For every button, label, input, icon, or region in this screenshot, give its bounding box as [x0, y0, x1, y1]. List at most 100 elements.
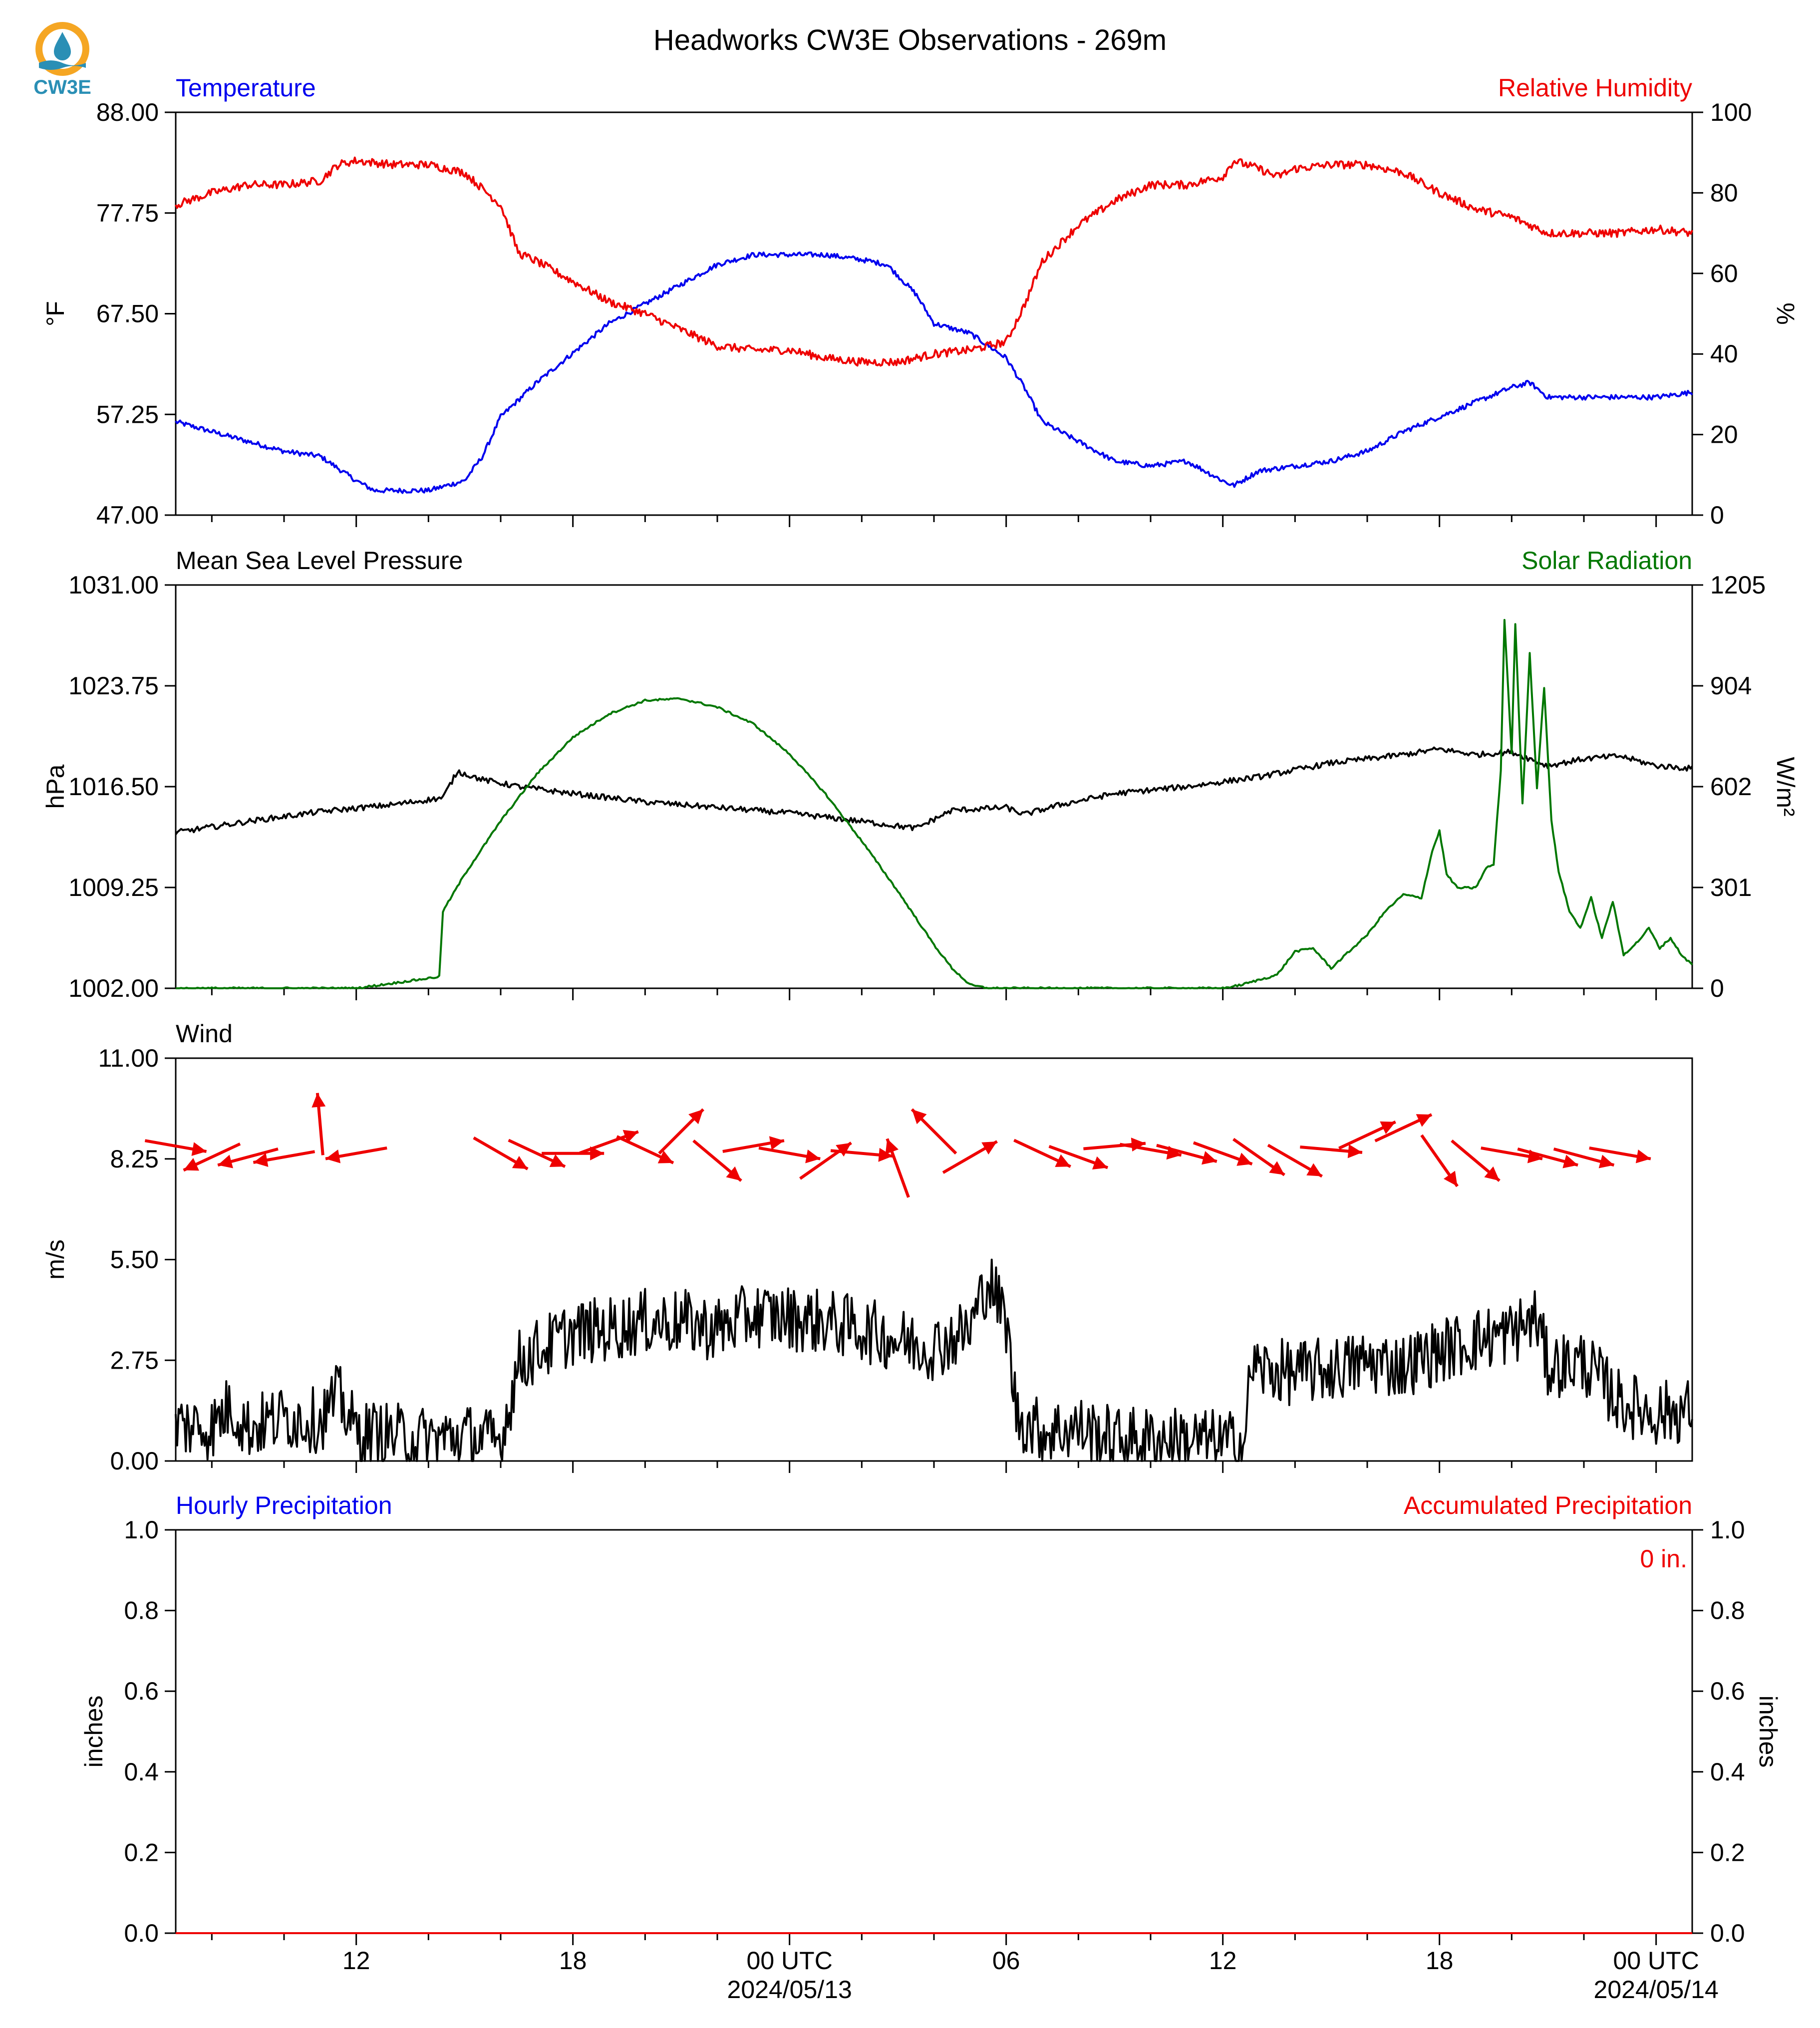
wind-arrow-head: [1484, 1166, 1500, 1181]
y-tick-label: 5.50: [110, 1246, 159, 1274]
y-right-tick-label: 0.8: [1710, 1597, 1745, 1625]
wind-arrow-head: [191, 1142, 207, 1156]
wind-arrow: [1119, 1143, 1182, 1160]
wind-arrow-head: [911, 1109, 927, 1125]
wind-arrow-head: [549, 1154, 565, 1167]
left-panel-title: Wind: [176, 1020, 233, 1048]
wind-arrow: [311, 1093, 326, 1156]
y-right-tick-label: 0.6: [1710, 1677, 1745, 1705]
x-tick-label: 12: [1209, 1947, 1237, 1975]
wind-arrow-head: [1055, 1154, 1071, 1167]
y-tick-label: 57.25: [96, 400, 159, 428]
wind-arrow-head: [1236, 1153, 1252, 1166]
y-tick-label: 0.0: [124, 1919, 159, 1947]
x-date-label: 2024/05/14: [1594, 1976, 1719, 2004]
plot-frame: [175, 1529, 1693, 1934]
x-tick-label: 18: [1426, 1947, 1454, 1975]
solar-radiation-line: [176, 619, 1693, 989]
y-tick-label: 0.00: [110, 1447, 159, 1475]
plot-frame: [175, 111, 1693, 516]
panel-temperature-humidity: Temperature Relative Humidity 47.00 57.25 67…: [41, 74, 1800, 529]
y-tick-label: 2.75: [110, 1346, 159, 1374]
wind-arrow: [658, 1108, 704, 1155]
wind-arrow: [1338, 1120, 1396, 1150]
y-tick-label: 0.2: [124, 1838, 159, 1866]
wind-arrow: [508, 1139, 566, 1168]
wind-arrow: [1267, 1144, 1323, 1178]
right-panel-title: Accumulated Precipitation: [1404, 1491, 1692, 1519]
panel-pressure-solar: Mean Sea Level Pressure Solar Radiation 10…: [41, 547, 1800, 1002]
wind-arrow: [885, 1138, 910, 1198]
wind-arrow: [758, 1146, 821, 1163]
wind-arrow-head: [1562, 1155, 1578, 1168]
plot-frame: [175, 584, 1693, 989]
wind-arrow: [1083, 1138, 1146, 1152]
wind-arrow-head: [311, 1093, 326, 1108]
y-tick-label: 1031.00: [68, 571, 159, 599]
y-right-tick-label: 1.0: [1710, 1516, 1745, 1544]
y-right-tick-label: 40: [1710, 340, 1738, 368]
wind-arrow: [1589, 1146, 1651, 1163]
wind-arrow-head: [1380, 1121, 1396, 1135]
y-tick-label: 11.00: [98, 1044, 159, 1072]
wind-arrow: [616, 1135, 674, 1164]
wind-arrow-head: [1347, 1144, 1362, 1159]
y-tick-label: 0.6: [124, 1677, 159, 1705]
wind-arrow-head: [325, 1149, 341, 1163]
wind-arrow: [830, 1148, 893, 1162]
y-right-tick-label: 0.2: [1710, 1838, 1745, 1866]
wind-arrow-head: [726, 1166, 741, 1181]
wind-arrow: [942, 1140, 998, 1174]
wind-arrow: [1300, 1144, 1363, 1159]
y-right-axis-label: %: [1772, 302, 1800, 324]
wind-arrow: [1517, 1148, 1578, 1168]
wind-arrow: [1156, 1144, 1217, 1165]
y-right-axis-label: inches: [1754, 1696, 1782, 1768]
wind-arrow: [1553, 1148, 1615, 1168]
y-right-tick-label: 20: [1710, 421, 1738, 449]
logo-wave-icon: [39, 60, 86, 70]
panel-wind: Wind 0.00 2.75 5.50 8.25 11.00 m/s: [41, 1020, 1693, 1475]
wind-arrow: [1048, 1145, 1109, 1170]
left-panel-title: Mean Sea Level Pressure: [176, 547, 463, 575]
y-tick-label: 1.0: [124, 1516, 159, 1544]
wind-arrow: [473, 1136, 529, 1170]
y-tick-label: 8.25: [110, 1145, 159, 1173]
wind-arrow: [1420, 1134, 1459, 1187]
wind-arrow: [799, 1142, 852, 1180]
wind-arrow-head: [836, 1143, 852, 1157]
y-axis-label: inches: [80, 1696, 108, 1768]
wind-arrow-head: [183, 1158, 199, 1171]
wind-arrow: [1374, 1113, 1433, 1143]
x-tick-label: 06: [992, 1947, 1020, 1975]
y-tick-label: 1009.25: [68, 873, 159, 901]
y-right-axis-label: W/m²: [1772, 757, 1800, 816]
wind-arrow: [1481, 1146, 1543, 1163]
wind-arrow-head: [688, 1109, 703, 1125]
wind-arrow-head: [253, 1153, 269, 1167]
wind-arrow-head: [1269, 1161, 1285, 1175]
wind-arrow-head: [1635, 1149, 1651, 1163]
cw3e-logo: CW3E: [33, 22, 91, 98]
wind-arrow-head: [1416, 1114, 1432, 1127]
accumulated-annotation: 0 in.: [1640, 1545, 1687, 1573]
wind-arrow: [183, 1142, 241, 1172]
wind-arrow: [1232, 1138, 1285, 1176]
wind-arrow: [325, 1146, 387, 1163]
y-tick-label: 1023.75: [68, 672, 159, 700]
y-tick-label: 1016.50: [68, 773, 159, 801]
y-right-tick-label: 0.4: [1710, 1758, 1745, 1786]
y-tick-label: 77.75: [96, 199, 159, 227]
y-tick-label: 67.50: [96, 300, 159, 328]
wind-line: [175, 1258, 1693, 1462]
wind-arrow: [722, 1136, 785, 1153]
panels: Temperature Relative Humidity 47.00 57.25 67…: [41, 74, 1800, 2004]
plot-frame: [175, 1057, 1693, 1462]
y-right-tick-label: 602: [1710, 773, 1752, 801]
wind-arrow: [217, 1148, 279, 1168]
y-tick-label: 1002.00: [68, 974, 159, 1002]
x-tick-label: 00 UTC: [747, 1947, 833, 1975]
y-axis-label: m/s: [41, 1239, 69, 1280]
wind-arrow-head: [512, 1156, 528, 1169]
